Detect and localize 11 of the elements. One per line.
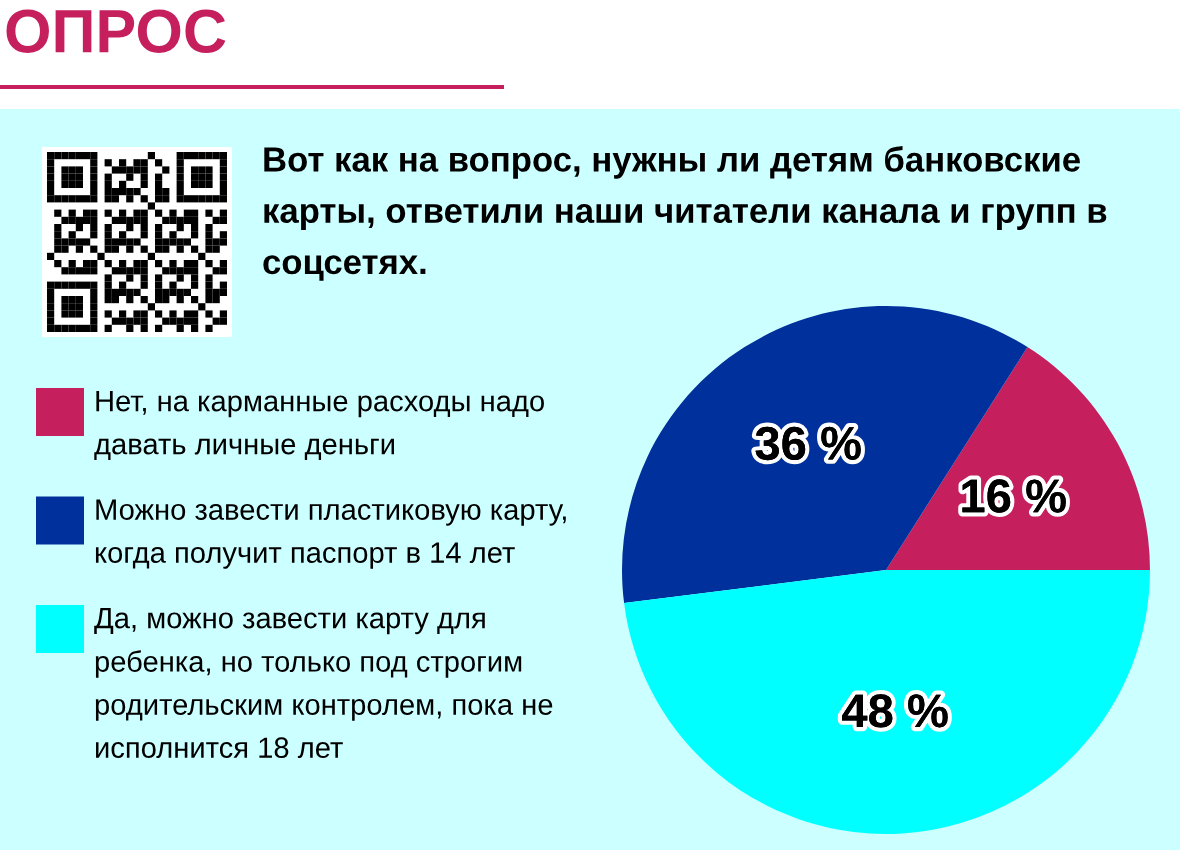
data-label: 36 %	[755, 426, 861, 461]
pie-slice	[624, 570, 1150, 834]
legend-label: Нет, на карманные расходы надо давать личные деньги	[94, 391, 544, 460]
legend-label: Можно завести пластиковую карту, когда получит паспорт в 14 лет	[95, 499, 566, 569]
chart-title: ОПРОС	[6, 9, 226, 53]
pie-slice	[622, 306, 1028, 604]
chart-subtitle: Вот как на вопрос, нужны ли детям банковские карты, ответили наши читатели канала и групп в соцсетях.	[263, 146, 1107, 281]
pie-slice	[886, 347, 1150, 570]
data-label: 16 %	[962, 479, 1066, 513]
data-label: 48 %	[842, 694, 948, 728]
legend-label: Да, можно завести карту для ребенка, но только под строгим родительским контролем, пока не исполнится 18 лет	[94, 608, 553, 758]
